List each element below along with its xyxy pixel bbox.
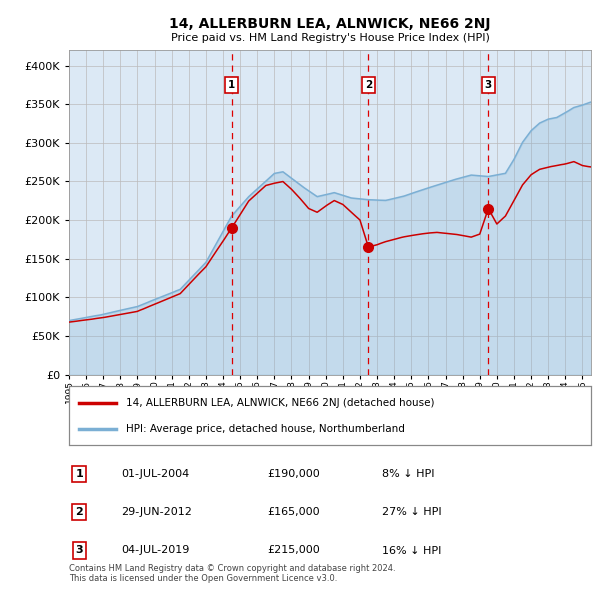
Text: 8% ↓ HPI: 8% ↓ HPI (382, 469, 434, 478)
Text: 01-JUL-2004: 01-JUL-2004 (121, 469, 190, 478)
Text: Price paid vs. HM Land Registry's House Price Index (HPI): Price paid vs. HM Land Registry's House … (170, 34, 490, 43)
Text: 16% ↓ HPI: 16% ↓ HPI (382, 546, 442, 555)
Text: 2: 2 (365, 80, 372, 90)
Text: 2: 2 (76, 507, 83, 517)
Text: £190,000: £190,000 (268, 469, 320, 478)
Text: 3: 3 (485, 80, 492, 90)
Text: 3: 3 (76, 546, 83, 555)
Text: 14, ALLERBURN LEA, ALNWICK, NE66 2NJ (detached house): 14, ALLERBURN LEA, ALNWICK, NE66 2NJ (de… (127, 398, 435, 408)
Text: Contains HM Land Registry data © Crown copyright and database right 2024.
This d: Contains HM Land Registry data © Crown c… (69, 563, 395, 583)
Text: £165,000: £165,000 (268, 507, 320, 517)
Text: 1: 1 (76, 469, 83, 478)
Text: HPI: Average price, detached house, Northumberland: HPI: Average price, detached house, Nort… (127, 424, 405, 434)
Text: £215,000: £215,000 (268, 546, 320, 555)
Text: 27% ↓ HPI: 27% ↓ HPI (382, 507, 442, 517)
Text: 04-JUL-2019: 04-JUL-2019 (121, 546, 190, 555)
Text: 1: 1 (228, 80, 235, 90)
Text: 29-JUN-2012: 29-JUN-2012 (121, 507, 192, 517)
Text: 14, ALLERBURN LEA, ALNWICK, NE66 2NJ: 14, ALLERBURN LEA, ALNWICK, NE66 2NJ (169, 17, 491, 31)
